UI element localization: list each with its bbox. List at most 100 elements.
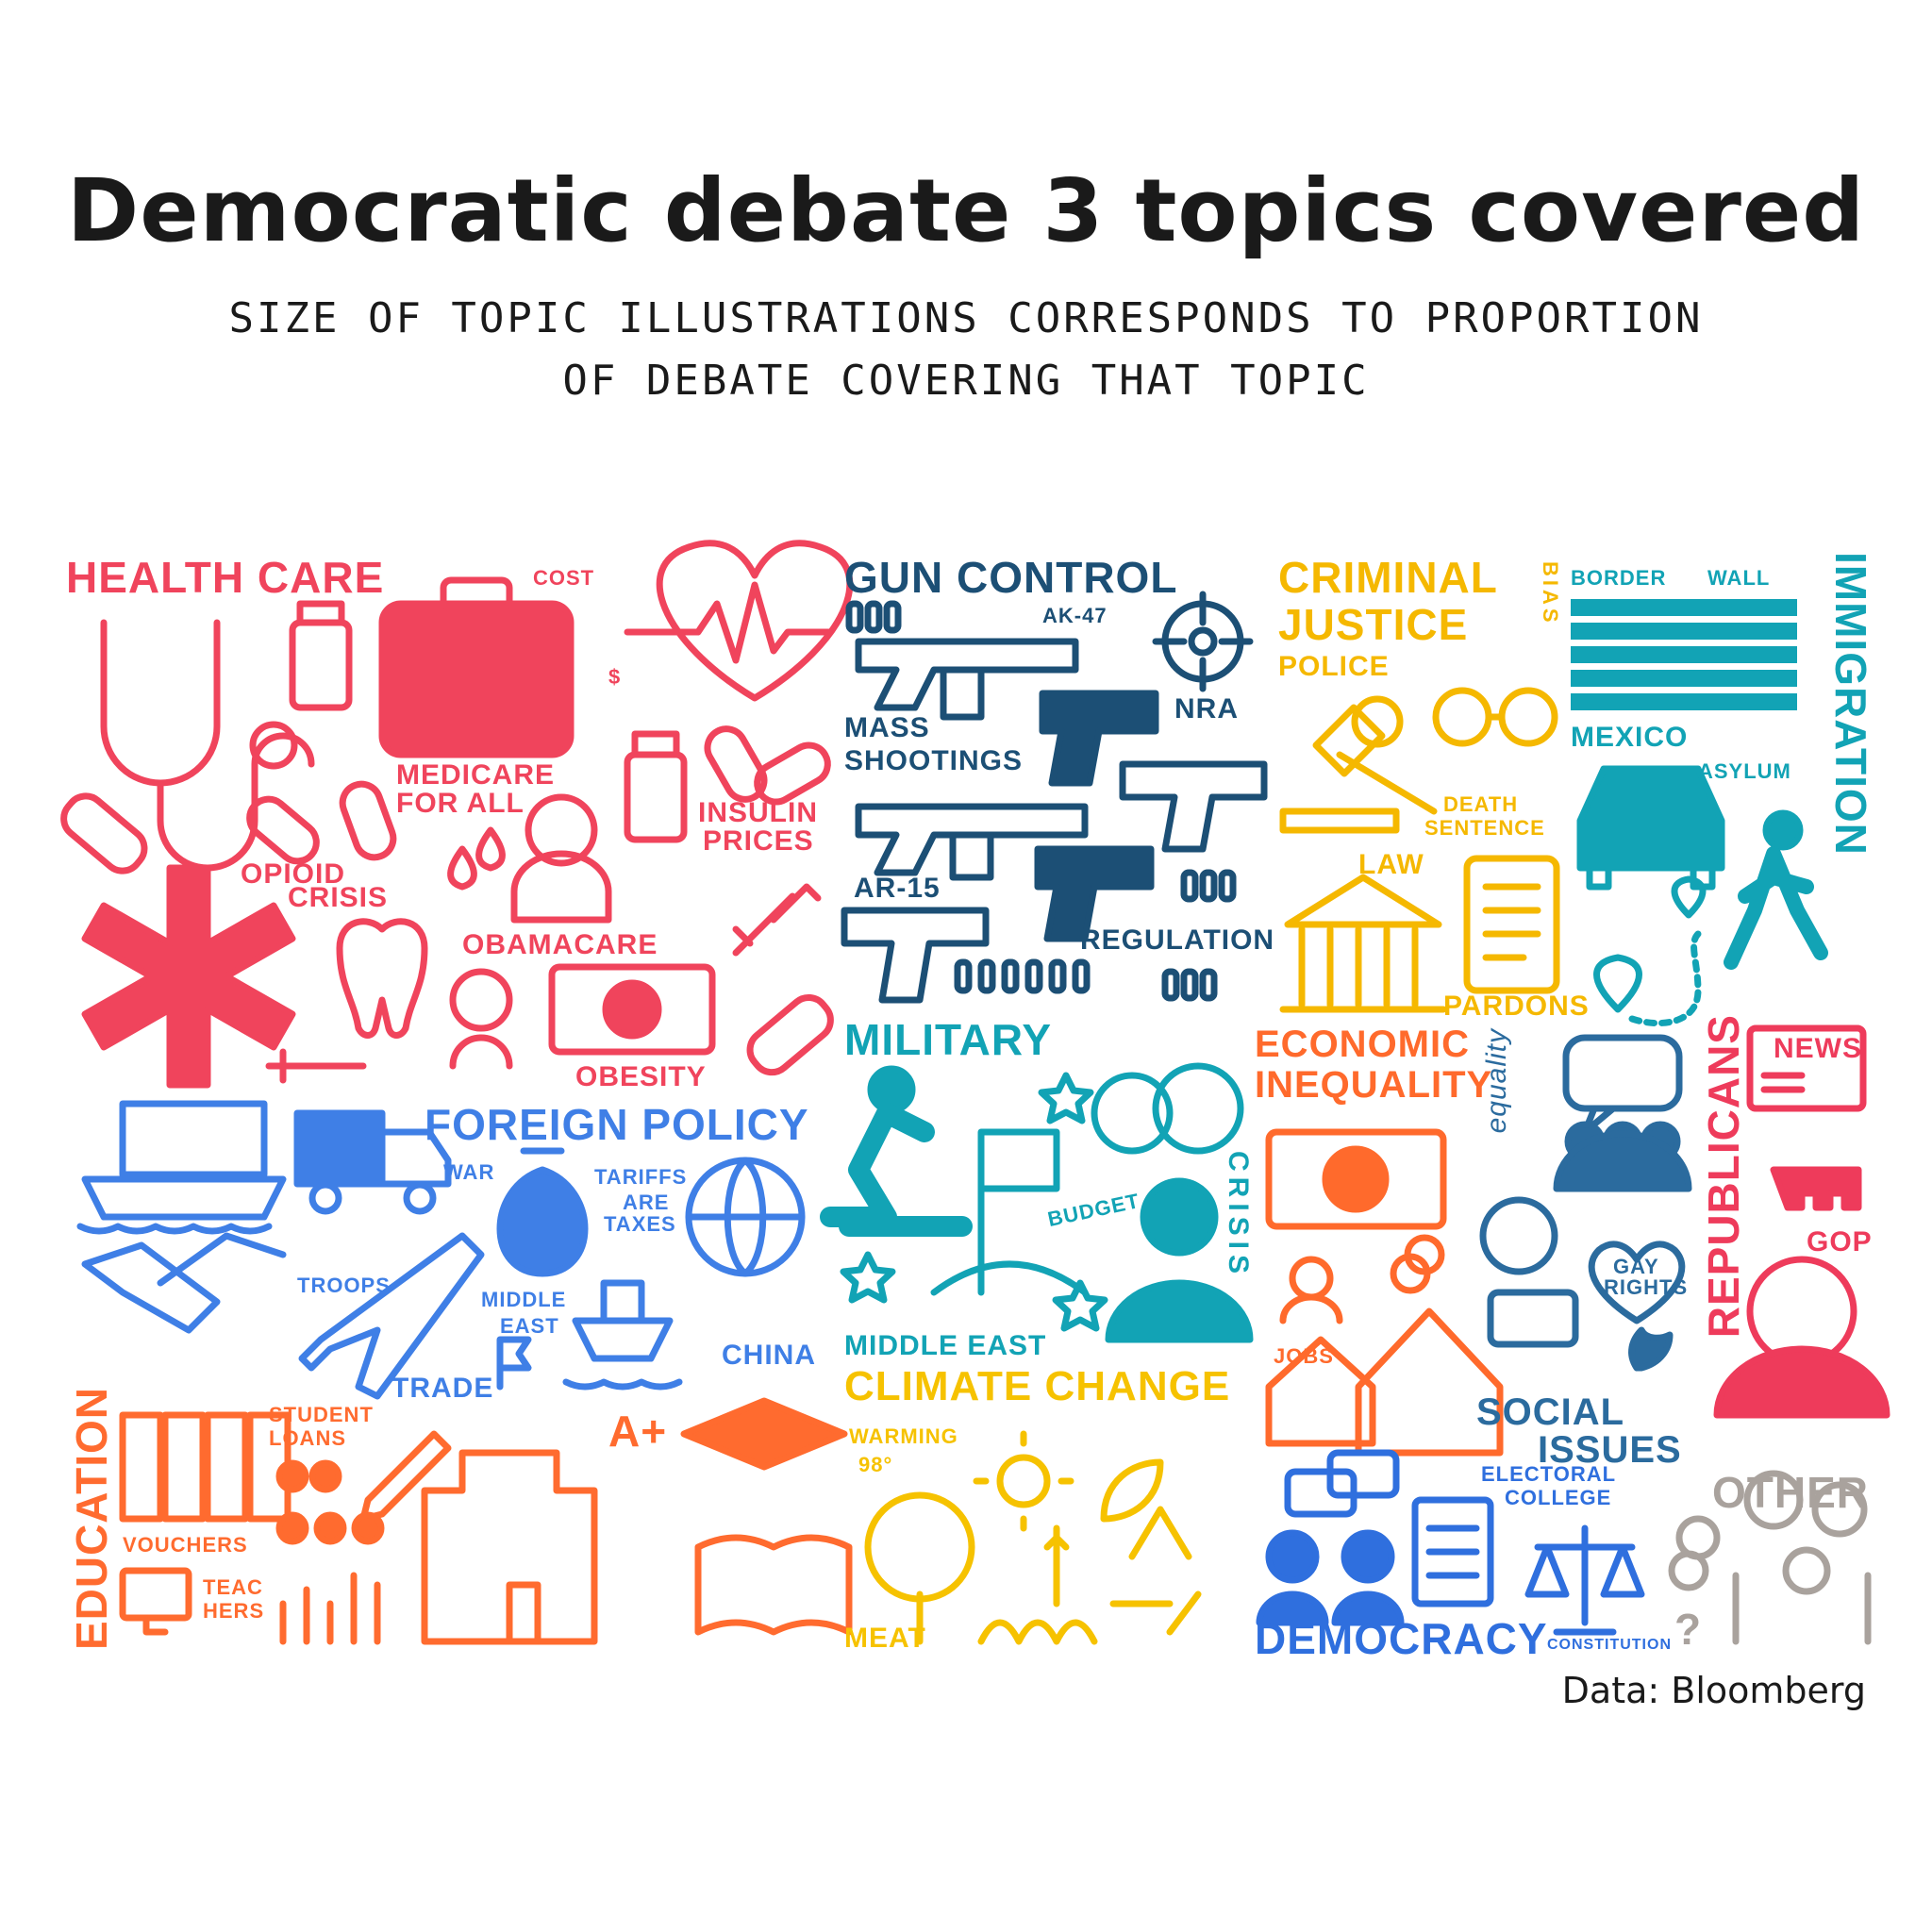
doctor-icon: [510, 793, 612, 924]
heartbeat-icon: [624, 540, 854, 702]
walking-person-icon: [1724, 809, 1828, 970]
topic-republicans-title: REPUBLICANS: [1699, 1014, 1748, 1339]
wave-icon: [977, 1619, 1098, 1645]
topic-criminal-justice-title-2: JUSTICE: [1278, 600, 1469, 649]
cj-label-bias: BIAS: [1539, 561, 1562, 626]
topic-other-title: OTHER: [1712, 1468, 1869, 1517]
kneeling-soldier-icon: [820, 1065, 973, 1237]
dem-label-electoral: ELECTORAL: [1481, 1462, 1617, 1486]
speech-bubbles-icon: [1284, 1449, 1400, 1518]
imm-label-mexico: MEXICO: [1571, 722, 1689, 753]
cj-label-death: DEATH: [1443, 792, 1519, 816]
newspaper-icon: [1746, 1024, 1867, 1112]
open-book-icon: [694, 1534, 853, 1636]
topic-military-title: MILITARY: [844, 1015, 1053, 1064]
cj-label-law: LAW: [1358, 849, 1424, 880]
ei-label-jobs: JOBS: [1274, 1344, 1334, 1368]
pistol-icon-2: [1119, 760, 1268, 853]
pencil-icon: [359, 1430, 452, 1523]
medical-star-icon: [81, 864, 296, 1089]
topic-health-care-title: HEALTH CARE: [66, 553, 385, 602]
globe-icon: [1479, 1196, 1558, 1275]
topic-climate-change-title: CLIMATE CHANGE: [844, 1363, 1231, 1409]
tooth-icon: [336, 918, 428, 1039]
fp-label-china: CHINA: [722, 1340, 816, 1371]
bar-chart-icon: [279, 1572, 381, 1645]
heart-icon: [1588, 1241, 1686, 1324]
fp-label-tariffs: TARIFFS: [594, 1165, 688, 1189]
cc-label-meat: MEAT: [844, 1623, 926, 1654]
first-aid-kit-icon: [378, 576, 575, 758]
rifle-icon: [855, 638, 1079, 721]
pill-bottle-icon-2: [624, 730, 688, 843]
pills-icon: [246, 725, 831, 865]
edu-label-a-plus: A+: [608, 1407, 668, 1456]
handshake-icon: [81, 1232, 287, 1334]
baby-icon: [449, 968, 513, 1070]
edu-label-loans: LOANS: [269, 1426, 346, 1450]
si-label-rights: RIGHTS: [1604, 1275, 1689, 1299]
data-source-credit: Data: Bloomberg: [1561, 1670, 1866, 1711]
handcuffs-icon: [1432, 687, 1558, 747]
subtitle-line-1: SIZE OF TOPIC ILLUSTRATIONS CORRESPONDS …: [228, 294, 1704, 342]
edu-label-vouchers: VOUCHERS: [123, 1533, 248, 1557]
portrait-icon: [1713, 1256, 1890, 1419]
pistol-icon-4: [841, 907, 990, 1004]
rifle-icon-2: [855, 803, 1089, 881]
health-label-dollar: $: [608, 665, 622, 689]
mil-label-middle-east: MIDDLE EAST: [844, 1330, 1047, 1361]
ship-icon: [562, 1279, 683, 1391]
other-label-question: ?: [1674, 1605, 1703, 1654]
rep-label-news: NEWS: [1774, 1033, 1862, 1064]
truck-icon: [293, 1109, 452, 1215]
syringe-icon: [732, 883, 822, 957]
students-icon: [275, 1459, 385, 1545]
rep-label-gop: GOP: [1807, 1226, 1873, 1257]
topic-democracy-title: DEMOCRACY: [1255, 1614, 1548, 1663]
voters-icon: [1256, 1529, 1405, 1626]
elephant-icon: [1770, 1166, 1862, 1211]
si-label-equality: equality: [1481, 1028, 1512, 1134]
cj-label-police: POLICE: [1278, 651, 1390, 682]
scales-icon: [1524, 1524, 1645, 1636]
speech-bubble-icon: [1562, 1034, 1683, 1136]
computer-icon: [119, 1567, 192, 1636]
leaf-icon: [1100, 1458, 1164, 1523]
fp-label-middle: MIDDLE: [481, 1288, 567, 1311]
health-label-obesity: OBESITY: [575, 1061, 707, 1092]
bandage-icon: [60, 792, 148, 874]
topic-foreign-policy-title: FOREIGN POLICY: [425, 1100, 809, 1149]
money-bag-icon: [496, 1147, 589, 1277]
houses-icon: [1265, 1307, 1504, 1457]
family-icon: [1732, 1470, 1872, 1645]
tree-icon: [864, 1491, 975, 1645]
pistol-icon-3: [1034, 845, 1155, 942]
bandage-icon-2: [746, 993, 834, 1076]
courthouse-icon: [1279, 874, 1447, 1013]
imm-label-asylum: ASYLUM: [1698, 759, 1791, 783]
health-label-medicare: MEDICARE: [396, 759, 556, 791]
health-label-opioid: OPIOID: [241, 858, 346, 890]
health-label-prices: PRICES: [703, 825, 814, 857]
page-title: Democratic debate 3 topics covered: [66, 160, 1866, 261]
bullets-icon: [845, 600, 1237, 1002]
pistol-icon: [1039, 690, 1159, 787]
credit-card-icon: [1487, 1289, 1579, 1348]
gun-label-ar15: AR-15: [854, 873, 941, 904]
crosshair-icon: [1152, 591, 1254, 692]
scroll-icon: [1463, 855, 1560, 994]
gun-label-nra: NRA: [1174, 693, 1239, 724]
drops-icon: [447, 826, 506, 891]
map-pin-icon: [1593, 875, 1707, 1027]
cc-label-98: 98°: [858, 1453, 893, 1476]
topic-economic-inequality-title-2: INEQUALITY: [1255, 1064, 1493, 1106]
cc-label-warming: WARMING: [849, 1424, 958, 1448]
gun-label-shootings: SHOOTINGS: [844, 745, 1024, 776]
topic-immigration-title: IMMIGRATION: [1826, 552, 1875, 856]
topic-social-issues-title-2: ISSUES: [1538, 1429, 1682, 1471]
si-label-gay: GAY: [1613, 1255, 1659, 1278]
person-money-icon: [1279, 1256, 1343, 1324]
mil-label-crisis: CRISIS: [1223, 1151, 1254, 1280]
flag-on-hill-icon: [930, 1128, 1089, 1296]
